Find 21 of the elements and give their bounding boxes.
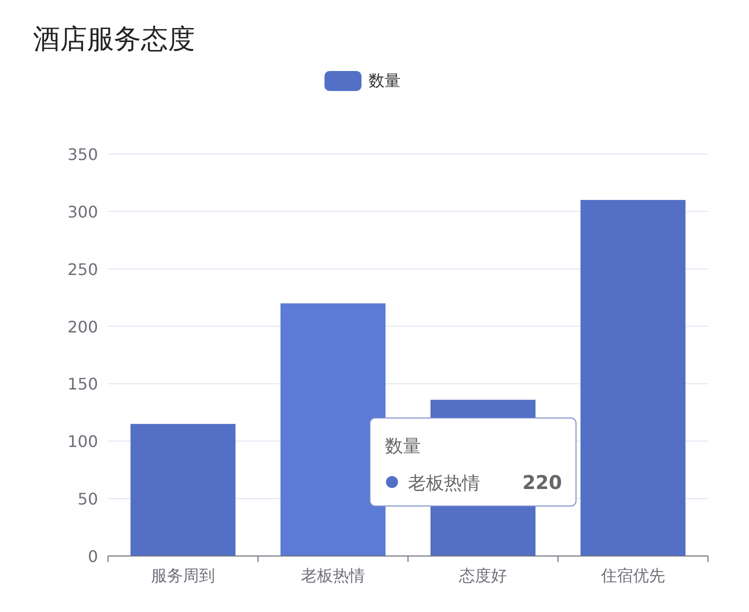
y-tick-label: 350 (67, 145, 98, 164)
bar (130, 424, 236, 556)
y-tick-label: 300 (67, 202, 98, 222)
annotation: 老板热情 (408, 473, 480, 494)
annotation: 数量 (385, 436, 421, 457)
x-tick-label: 服务周到 (151, 566, 215, 585)
x-tick-label: 住宿优先 (600, 566, 665, 585)
legend-label: 数量 (368, 71, 400, 90)
tooltip-box: 数量 老板热情 220 (370, 418, 576, 506)
y-tick-label: 250 (67, 260, 98, 279)
x-tick-label: 老板热情 (301, 566, 365, 585)
y-tick-label: 50 (78, 490, 98, 509)
y-tick-label: 200 (67, 317, 98, 336)
y-tick-label: 150 (67, 374, 98, 394)
bar (580, 200, 686, 556)
bar (280, 303, 386, 556)
annotation: 220 (522, 472, 562, 494)
chart-title: 酒店服务态度 (33, 24, 195, 55)
y-tick-label: 0 (88, 547, 98, 566)
x-tick-label: 态度好 (458, 566, 507, 585)
y-tick-label: 100 (67, 432, 98, 452)
